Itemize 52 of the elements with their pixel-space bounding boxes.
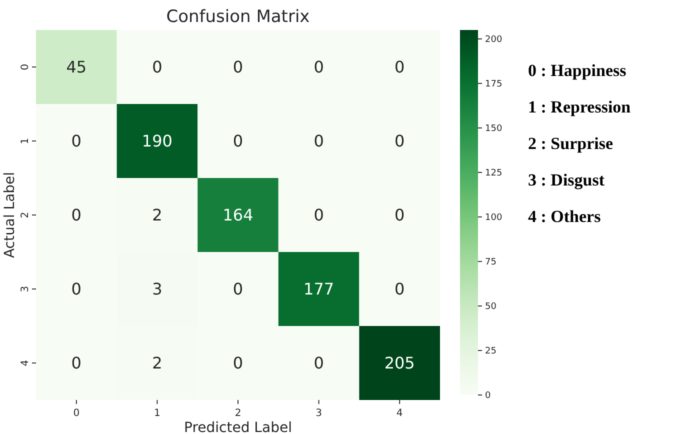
color-bar-label: 50 bbox=[485, 302, 497, 312]
data-label: 0 bbox=[71, 354, 82, 373]
y-tick-label: 4 bbox=[20, 360, 31, 366]
data-label: 177 bbox=[304, 280, 334, 299]
x-tick-label: 1 bbox=[154, 408, 160, 419]
text: 2 : Surprise bbox=[528, 134, 614, 153]
y-tick-label: 3 bbox=[20, 286, 31, 292]
data-label: 0 bbox=[232, 58, 244, 77]
data-label: 0 bbox=[232, 354, 244, 373]
color-bar-label: 100 bbox=[485, 213, 502, 224]
data-label: 0 bbox=[394, 280, 405, 299]
data-label: 2 bbox=[152, 354, 162, 373]
data-label: 0 bbox=[71, 280, 82, 299]
text: 3 : Disgust bbox=[528, 170, 605, 190]
data-label: 0 bbox=[314, 354, 324, 373]
data-label: 0 bbox=[394, 206, 405, 225]
data-label: 205 bbox=[384, 354, 415, 373]
data-label: 0 bbox=[71, 206, 82, 225]
data-label: 0 bbox=[394, 132, 405, 151]
data-label: 0 bbox=[314, 132, 324, 151]
data-label: 0 bbox=[314, 58, 324, 77]
y-axis-title: Actual Label bbox=[2, 172, 18, 258]
x-tick-label: 0 bbox=[73, 408, 80, 419]
color-bar-label: 25 bbox=[485, 346, 496, 357]
data-label: 0 bbox=[71, 132, 82, 151]
color-bar-label: 75 bbox=[485, 258, 496, 268]
color-bar-label: 175 bbox=[485, 80, 502, 90]
color-bar-label: 150 bbox=[485, 124, 502, 134]
color-bar-label: 125 bbox=[485, 168, 502, 179]
data-label: 0 bbox=[232, 280, 244, 299]
data-label: 45 bbox=[66, 58, 87, 77]
text: 1 : Repression bbox=[528, 98, 632, 116]
y-tick-label: 0 bbox=[20, 64, 31, 70]
x-tick-label: 3 bbox=[316, 408, 322, 419]
x-axis-title: Predicted Label bbox=[184, 420, 292, 434]
data-label: 0 bbox=[394, 58, 405, 77]
text: 0 : Happiness bbox=[528, 61, 627, 80]
data-label: 190 bbox=[142, 132, 172, 151]
data-label: 2 bbox=[152, 206, 162, 225]
y-tick-label: 1 bbox=[20, 138, 31, 144]
color-bar-label: 0 bbox=[485, 391, 491, 402]
y-tick-label: 2 bbox=[20, 212, 31, 218]
data-label: 0 bbox=[152, 58, 162, 77]
color-bar-label: 200 bbox=[485, 35, 502, 46]
chart-title: Confusion Matrix bbox=[166, 7, 310, 27]
data-label: 3 bbox=[152, 280, 162, 299]
x-tick-label: 4 bbox=[396, 408, 403, 419]
data-label: 0 bbox=[314, 206, 324, 225]
data-label: 164 bbox=[222, 206, 254, 225]
x-tick-label: 2 bbox=[234, 408, 242, 419]
data-label: 0 bbox=[232, 132, 244, 151]
text: 4 : Others bbox=[528, 207, 602, 226]
